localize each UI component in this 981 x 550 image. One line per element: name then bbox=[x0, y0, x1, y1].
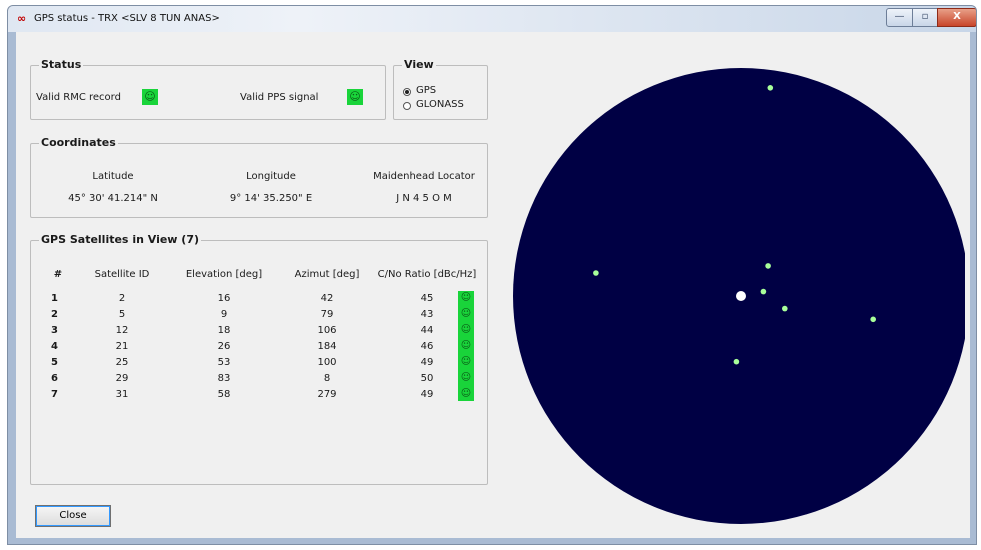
azimuth-value: 79 bbox=[320, 309, 334, 320]
dialog-body: Status Valid RMC record ☺ Valid PPS sign… bbox=[16, 32, 970, 538]
cno-value: 49 bbox=[420, 357, 434, 368]
cno-value: 43 bbox=[420, 309, 434, 320]
latitude-label: Latitude bbox=[92, 171, 134, 182]
satellite-id: 31 bbox=[115, 389, 129, 400]
satellite-id: 21 bbox=[115, 341, 129, 352]
row-index: 4 bbox=[51, 341, 58, 352]
azimuth-value: 184 bbox=[317, 341, 337, 352]
satellite-dot bbox=[760, 288, 767, 295]
title-bar[interactable]: ∞ GPS status - TRX <SLV 8 TUN ANAS> — ▫ … bbox=[8, 6, 976, 32]
azimuth-value: 106 bbox=[317, 325, 337, 336]
satellite-dot bbox=[767, 85, 774, 91]
minimize-button[interactable]: — bbox=[886, 8, 913, 27]
azimuth-value: 279 bbox=[317, 389, 337, 400]
satellite-id: 12 bbox=[115, 325, 129, 336]
rmc-record-label: Valid RMC record bbox=[36, 92, 121, 103]
maximize-button[interactable]: ▫ bbox=[912, 8, 938, 27]
glonass-radio[interactable] bbox=[403, 102, 411, 110]
cno-value: 45 bbox=[420, 293, 434, 304]
azimuth-value: 100 bbox=[317, 357, 337, 368]
snr-smiley-icon: ☺ bbox=[460, 388, 472, 399]
coordinates-group-label: Coordinates bbox=[39, 136, 118, 149]
satellite-id: 5 bbox=[118, 309, 126, 320]
row-index: 5 bbox=[51, 357, 58, 368]
close-button[interactable]: Close bbox=[35, 505, 111, 527]
satellite-dot bbox=[782, 305, 788, 312]
app-icon: ∞ bbox=[17, 12, 27, 25]
satellite-dot bbox=[870, 316, 876, 323]
status-group: Status Valid RMC record ☺ Valid PPS sign… bbox=[30, 58, 386, 120]
row-index: 7 bbox=[51, 389, 58, 400]
satellite-id: 2 bbox=[118, 293, 126, 304]
row-index: 6 bbox=[51, 373, 58, 384]
azimuth-value: 42 bbox=[320, 293, 334, 304]
glonass-radio-label[interactable]: GLONASS bbox=[416, 99, 464, 110]
sky-plot bbox=[513, 68, 965, 524]
cno-value: 50 bbox=[420, 373, 434, 384]
pps-signal-label: Valid PPS signal bbox=[240, 92, 319, 103]
snr-smiley-icon: ☺ bbox=[460, 372, 472, 383]
satellites-group-label: GPS Satellites in View (7) bbox=[39, 233, 201, 246]
elevation-value: 58 bbox=[217, 389, 231, 400]
snr-smiley-icon: ☺ bbox=[460, 340, 472, 351]
col-header-azimut: Azimut [deg] bbox=[294, 269, 360, 280]
cno-value: 49 bbox=[420, 389, 434, 400]
gps-status-window: ∞ GPS status - TRX <SLV 8 TUN ANAS> — ▫ … bbox=[7, 5, 977, 545]
snr-smiley-icon: ☺ bbox=[460, 292, 472, 303]
pps-ok-smiley-icon: ☺ bbox=[347, 89, 363, 105]
col-header-index: # bbox=[53, 269, 63, 280]
gps-radio[interactable] bbox=[403, 88, 411, 96]
snr-smiley-icon: ☺ bbox=[460, 324, 472, 335]
elevation-value: 16 bbox=[217, 293, 231, 304]
satellites-group: GPS Satellites in View (7) # Satellite I… bbox=[30, 233, 488, 485]
status-group-label: Status bbox=[39, 58, 84, 71]
view-group: View GPS GLONASS bbox=[393, 58, 488, 120]
snr-smiley-icon: ☺ bbox=[460, 356, 472, 367]
row-index: 2 bbox=[51, 309, 58, 320]
elevation-value: 18 bbox=[217, 325, 231, 336]
locator-label: Maidenhead Locator bbox=[373, 171, 475, 182]
close-window-button[interactable]: X bbox=[937, 8, 976, 27]
receiver-center-marker bbox=[736, 291, 746, 301]
cno-value: 46 bbox=[420, 341, 434, 352]
snr-indicator-column: ☺ ☺ ☺ ☺ ☺ ☺ ☺ bbox=[458, 291, 474, 401]
col-header-elevation: Elevation [deg] bbox=[185, 269, 263, 280]
gps-radio-label[interactable]: GPS bbox=[416, 85, 437, 96]
satellite-dot bbox=[765, 263, 771, 269]
coordinates-group: Coordinates Latitude Longitude Maidenhea… bbox=[30, 136, 488, 218]
azimuth-value: 8 bbox=[323, 373, 331, 384]
view-group-label: View bbox=[402, 58, 436, 71]
row-index: 1 bbox=[51, 293, 58, 304]
satellite-dot bbox=[593, 270, 599, 276]
latitude-value: 45° 30' 41.214" N bbox=[68, 193, 158, 204]
satellite-id: 29 bbox=[115, 373, 129, 384]
snr-smiley-icon: ☺ bbox=[460, 308, 472, 319]
elevation-value: 9 bbox=[220, 309, 228, 320]
col-header-cno-ratio: C/No Ratio [dBc/Hz] bbox=[377, 269, 477, 280]
satellite-dot bbox=[733, 358, 740, 365]
cno-value: 44 bbox=[420, 325, 434, 336]
row-index: 3 bbox=[51, 325, 58, 336]
elevation-value: 83 bbox=[217, 373, 231, 384]
locator-value: J N 4 5 O M bbox=[396, 193, 452, 204]
satellite-id: 25 bbox=[115, 357, 129, 368]
rmc-ok-smiley-icon: ☺ bbox=[142, 89, 158, 105]
elevation-value: 26 bbox=[217, 341, 231, 352]
longitude-label: Longitude bbox=[246, 171, 296, 182]
elevation-value: 53 bbox=[217, 357, 231, 368]
col-header-satellite-id: Satellite ID bbox=[94, 269, 150, 280]
window-title: GPS status - TRX <SLV 8 TUN ANAS> bbox=[34, 13, 220, 24]
longitude-value: 9° 14' 35.250" E bbox=[229, 193, 313, 204]
